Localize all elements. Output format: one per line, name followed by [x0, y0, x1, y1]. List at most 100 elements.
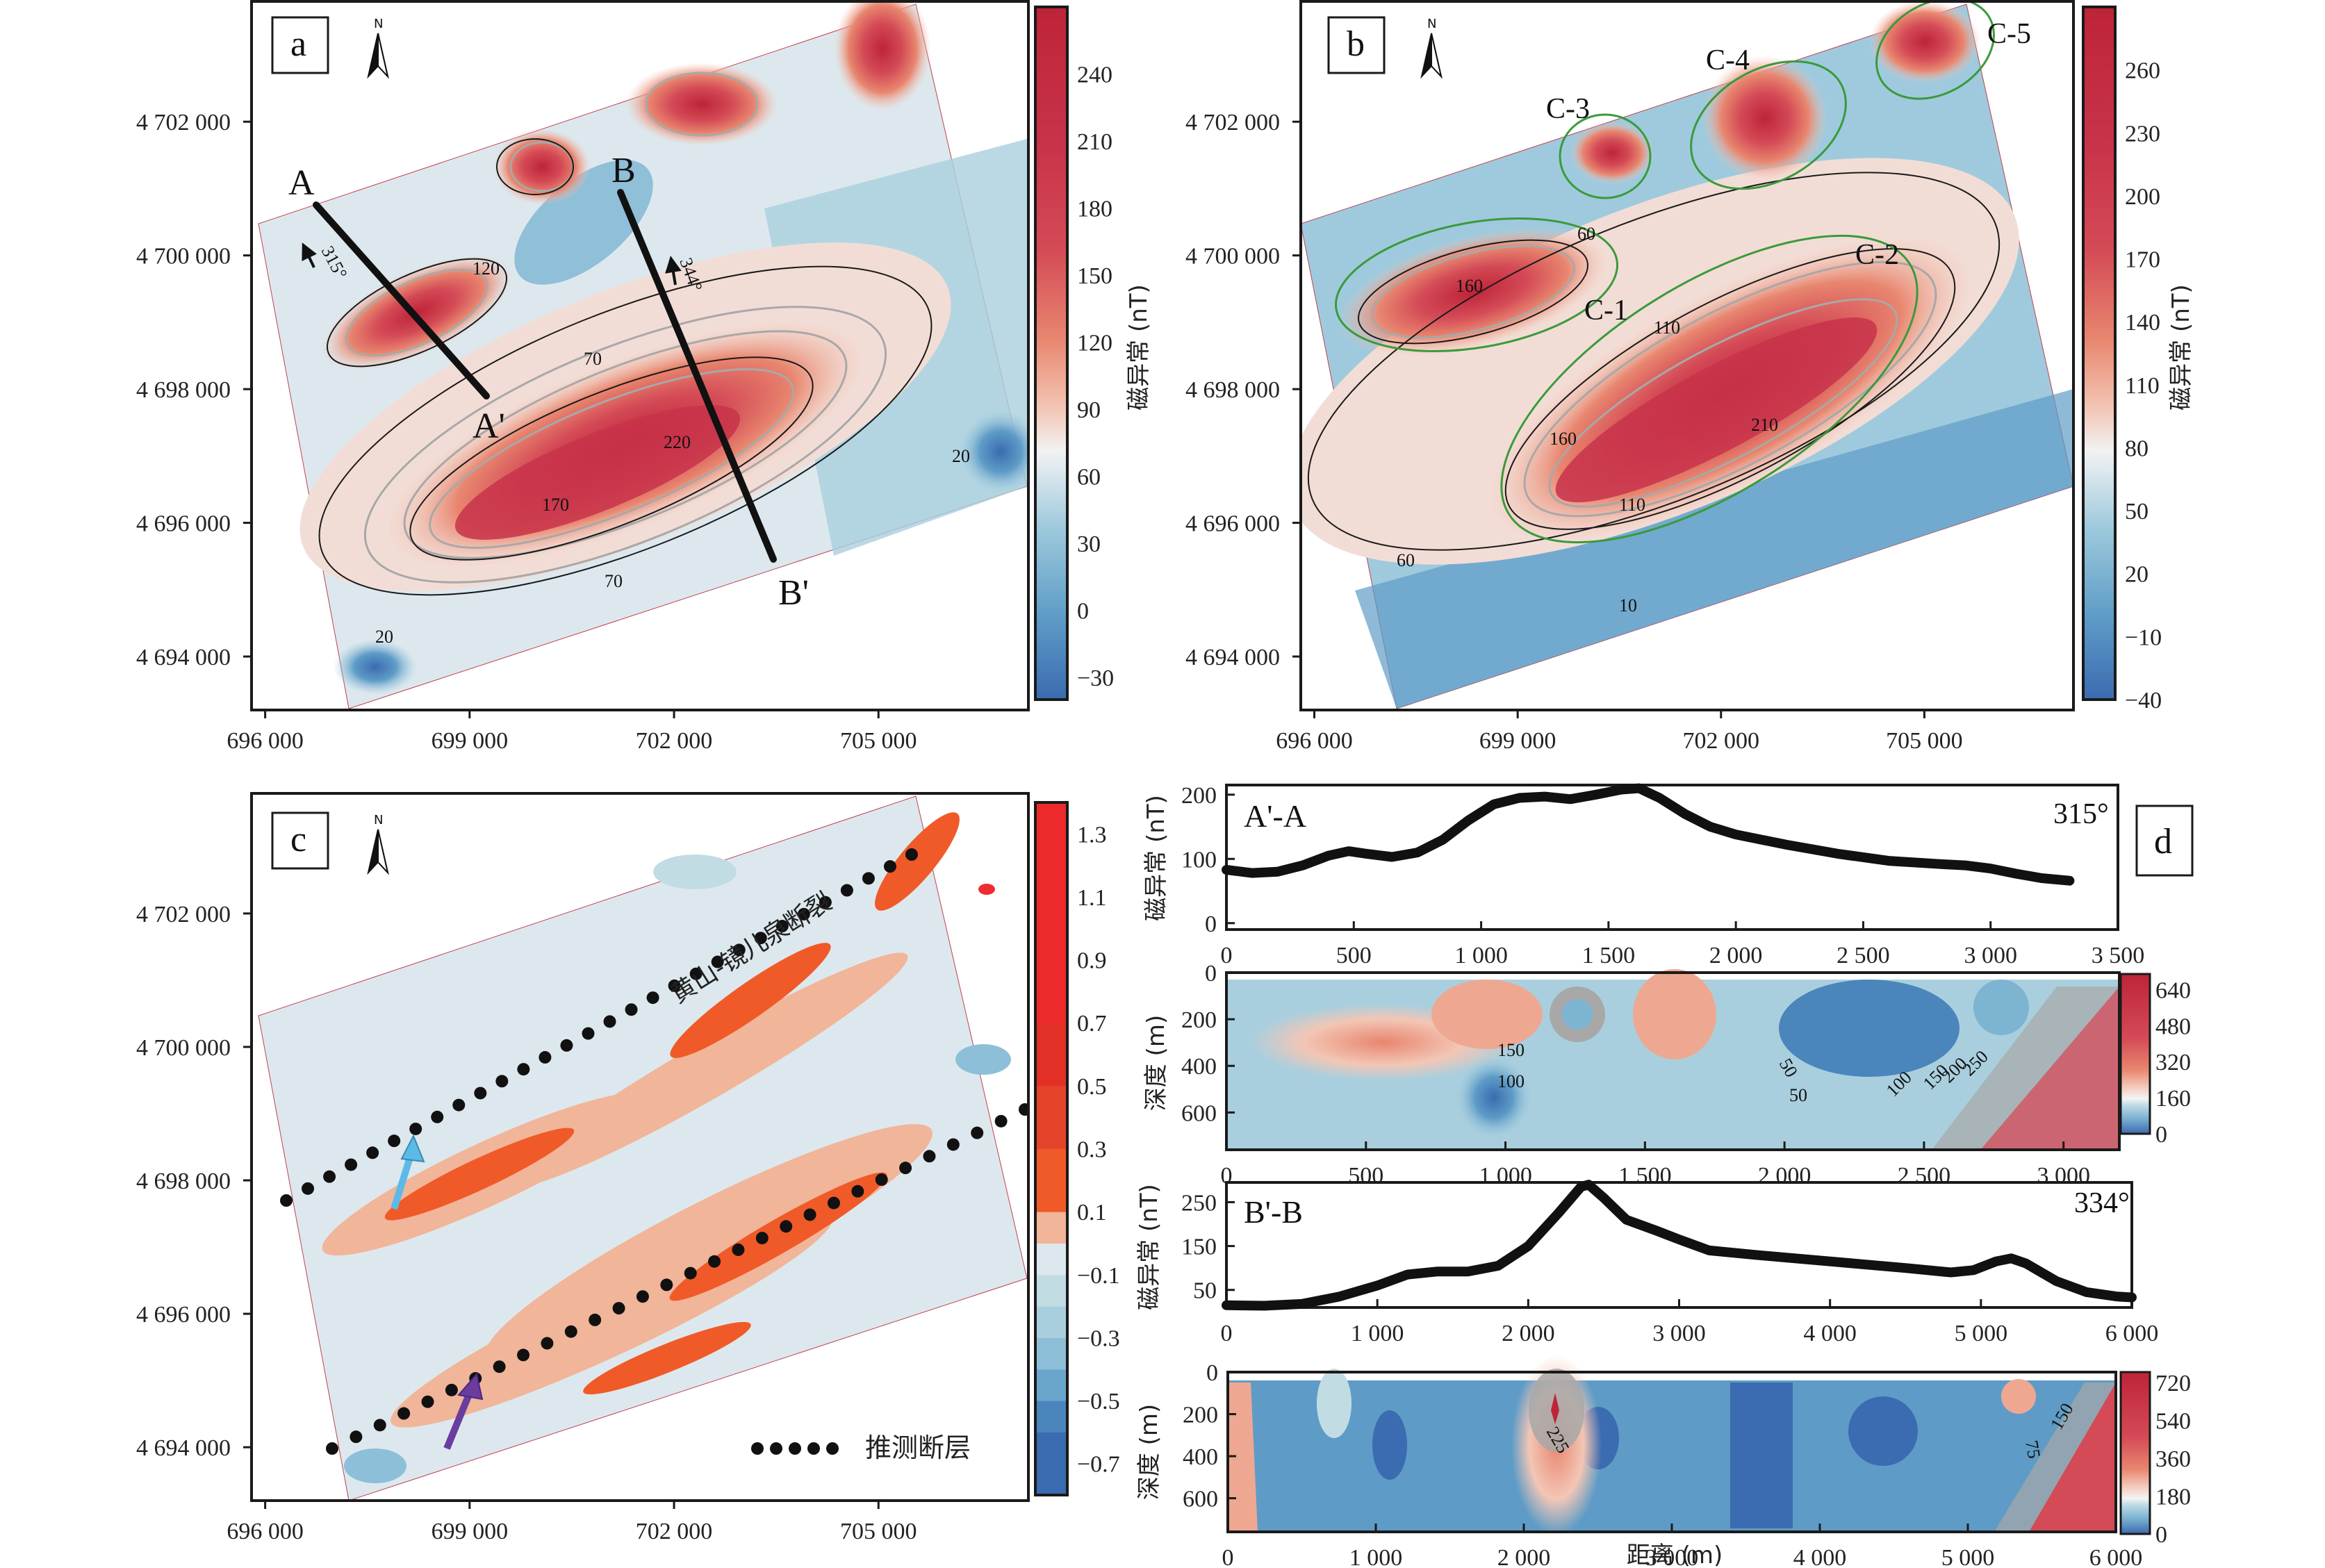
- y-tick-label: 4 694 000: [136, 645, 231, 670]
- x-tick-label: 1 000: [1454, 943, 1508, 968]
- negative-anomalies: [344, 855, 1011, 1483]
- profile-a-end-label: A': [473, 406, 505, 446]
- svg-text:50: 50: [1789, 1085, 1807, 1105]
- fault-dot: [862, 872, 875, 885]
- y-tick-label: 4 694 000: [1185, 645, 1280, 670]
- colorbar-tick-label: 120: [1077, 330, 1112, 356]
- positive-anomaly-bands: [322, 812, 995, 1428]
- x-tick-label: 1 000: [1479, 1163, 1532, 1189]
- ellipse-c4: [1690, 60, 1847, 190]
- fault-dot: [923, 1150, 936, 1163]
- x-tick-label: 500: [1348, 1163, 1383, 1189]
- c4-anomaly: [1702, 56, 1827, 181]
- x-tick-label: 1 500: [1618, 1163, 1672, 1189]
- legend: 推测断层: [751, 1433, 971, 1463]
- x-tick-label: 3 000: [1964, 943, 2017, 968]
- x-tick-label: 696 000: [227, 1519, 304, 1544]
- contour-label-60: 60: [1577, 224, 1595, 244]
- x-tick-label: 0: [1222, 1545, 1234, 1568]
- azimuth-b-arrow: [665, 256, 682, 286]
- profile-point: [1964, 864, 1967, 867]
- colorbar-tick-label: −0.1: [1077, 1263, 1120, 1289]
- x-tick-label: 3 000: [2037, 1163, 2090, 1189]
- fault-dot: [517, 1063, 530, 1076]
- colorbar-tick-label: 0.5: [1077, 1074, 1107, 1100]
- colorbar-tick-label: 0.9: [1077, 948, 1107, 974]
- profile-point: [1989, 867, 1992, 870]
- depth-section-b: 225 75 150: [1226, 1355, 2117, 1535]
- y-tick-label: 4 698 000: [136, 1169, 231, 1194]
- anomaly-label-c4: C-4: [1706, 44, 1750, 76]
- x-tick-label: 705 000: [840, 728, 917, 754]
- profile-point: [1365, 852, 1368, 855]
- profile-point: [1225, 1303, 1228, 1307]
- colorbar-c: [1034, 801, 1069, 1496]
- colorbar-tick-label: 1.3: [1077, 822, 1107, 848]
- colorbar-tick-label: 240: [1077, 62, 1112, 88]
- contour-label-70: 70: [605, 571, 623, 591]
- profile-b-chart: 0 1 000 2 000 3 000 4 000 5 000 6 000 50 150 250: [1181, 1180, 2159, 1346]
- profile-point: [1415, 851, 1419, 855]
- contour-label-70: 70: [584, 349, 602, 369]
- profile-point: [2085, 1290, 2088, 1294]
- colorbar-segment: [1035, 896, 1067, 929]
- y-tick-label: 600: [1181, 1100, 1217, 1126]
- north-arrow-icon: N: [1420, 17, 1443, 79]
- colorbar-segment: [1035, 1054, 1067, 1087]
- profile-point: [1602, 1196, 1605, 1200]
- x-tick-label: 699 000: [1479, 728, 1556, 754]
- x-tick-label: 2 500: [1837, 943, 1890, 968]
- y-tick-label: 4 702 000: [136, 902, 231, 927]
- depth-b-ylabel: 深度 (m): [1135, 1404, 1163, 1500]
- x-tick-label: 6 000: [2105, 1321, 2159, 1346]
- colorbar-depth-a: [2119, 973, 2151, 1135]
- panel-c-letter-box: [271, 811, 329, 870]
- colorbar-tick-label: 0: [2155, 1122, 2167, 1148]
- north-arrow-icon: N: [367, 17, 389, 79]
- x-tick-label: 1 000: [1351, 1321, 1404, 1346]
- depth-a-ylabel: 深度 (m): [1142, 1015, 1170, 1111]
- colorbar-tick-label: 0.1: [1077, 1200, 1107, 1225]
- contour-label-20: 20: [952, 446, 970, 466]
- fault-dot: [732, 1243, 745, 1256]
- purple-arrow-icon: [443, 1372, 484, 1450]
- svg-text:N: N: [374, 17, 383, 31]
- colorbar-tick-label: 0: [2155, 1522, 2167, 1548]
- fault-dot: [560, 1039, 573, 1052]
- profile-b-line: [617, 189, 777, 563]
- panel-a-map: A A' B B' 315° 344° 70 70 120 170 220 20…: [258, 1, 1028, 709]
- svg-text:150: 150: [1497, 1040, 1525, 1060]
- colorbar-tick-label: 60: [1077, 464, 1101, 490]
- fault-dot: [409, 1122, 422, 1135]
- panel-b: C-1 C-2 C-3 C-4 C-5 110 110 160 160 210 …: [1185, 0, 2195, 754]
- profile-point: [1677, 1238, 1681, 1241]
- colorbar-tick-label: 200: [2125, 184, 2160, 210]
- x-tick-label: 1 500: [1582, 943, 1636, 968]
- profile-point: [1587, 1183, 1591, 1187]
- colorbar-segment: [1035, 928, 1067, 961]
- y-tick-label: 200: [1181, 783, 1217, 809]
- profile-point: [1441, 838, 1445, 841]
- fault-dot: [668, 979, 681, 992]
- profile-point: [1250, 871, 1254, 875]
- plot-frame: [1225, 784, 2119, 931]
- colorbar-segment: [1035, 1243, 1067, 1276]
- profile-b-azimuth: 334°: [2074, 1187, 2130, 1219]
- panel-b-letter-box: [1327, 16, 1386, 74]
- profile-point: [1543, 795, 1547, 798]
- colorbar-tick-label: 1.1: [1077, 885, 1107, 911]
- fault-dot: [636, 1290, 649, 1303]
- profile-line: [1222, 783, 2075, 886]
- fault-dot: [1019, 1103, 1028, 1116]
- profile-point: [1949, 1271, 1953, 1274]
- x-tick-label: 0: [1221, 943, 1233, 968]
- profile-a-ylabel: 磁异常 (nT): [1142, 795, 1170, 921]
- y-tick-label: 0: [1205, 911, 1217, 937]
- y-tick-label: 4 698 000: [1185, 377, 1280, 403]
- profile-point: [1300, 1302, 1304, 1305]
- anomaly-ellipses: [1335, 1, 1995, 544]
- panel-c-map: 黄山-镜儿泉断裂: [258, 795, 1028, 1501]
- fault-dot: [323, 1170, 336, 1183]
- depth-section-b-axes: 0 1 000 2 000 3 000 4 000 5 000 6 000 0 200 400 60…: [1183, 1360, 2142, 1568]
